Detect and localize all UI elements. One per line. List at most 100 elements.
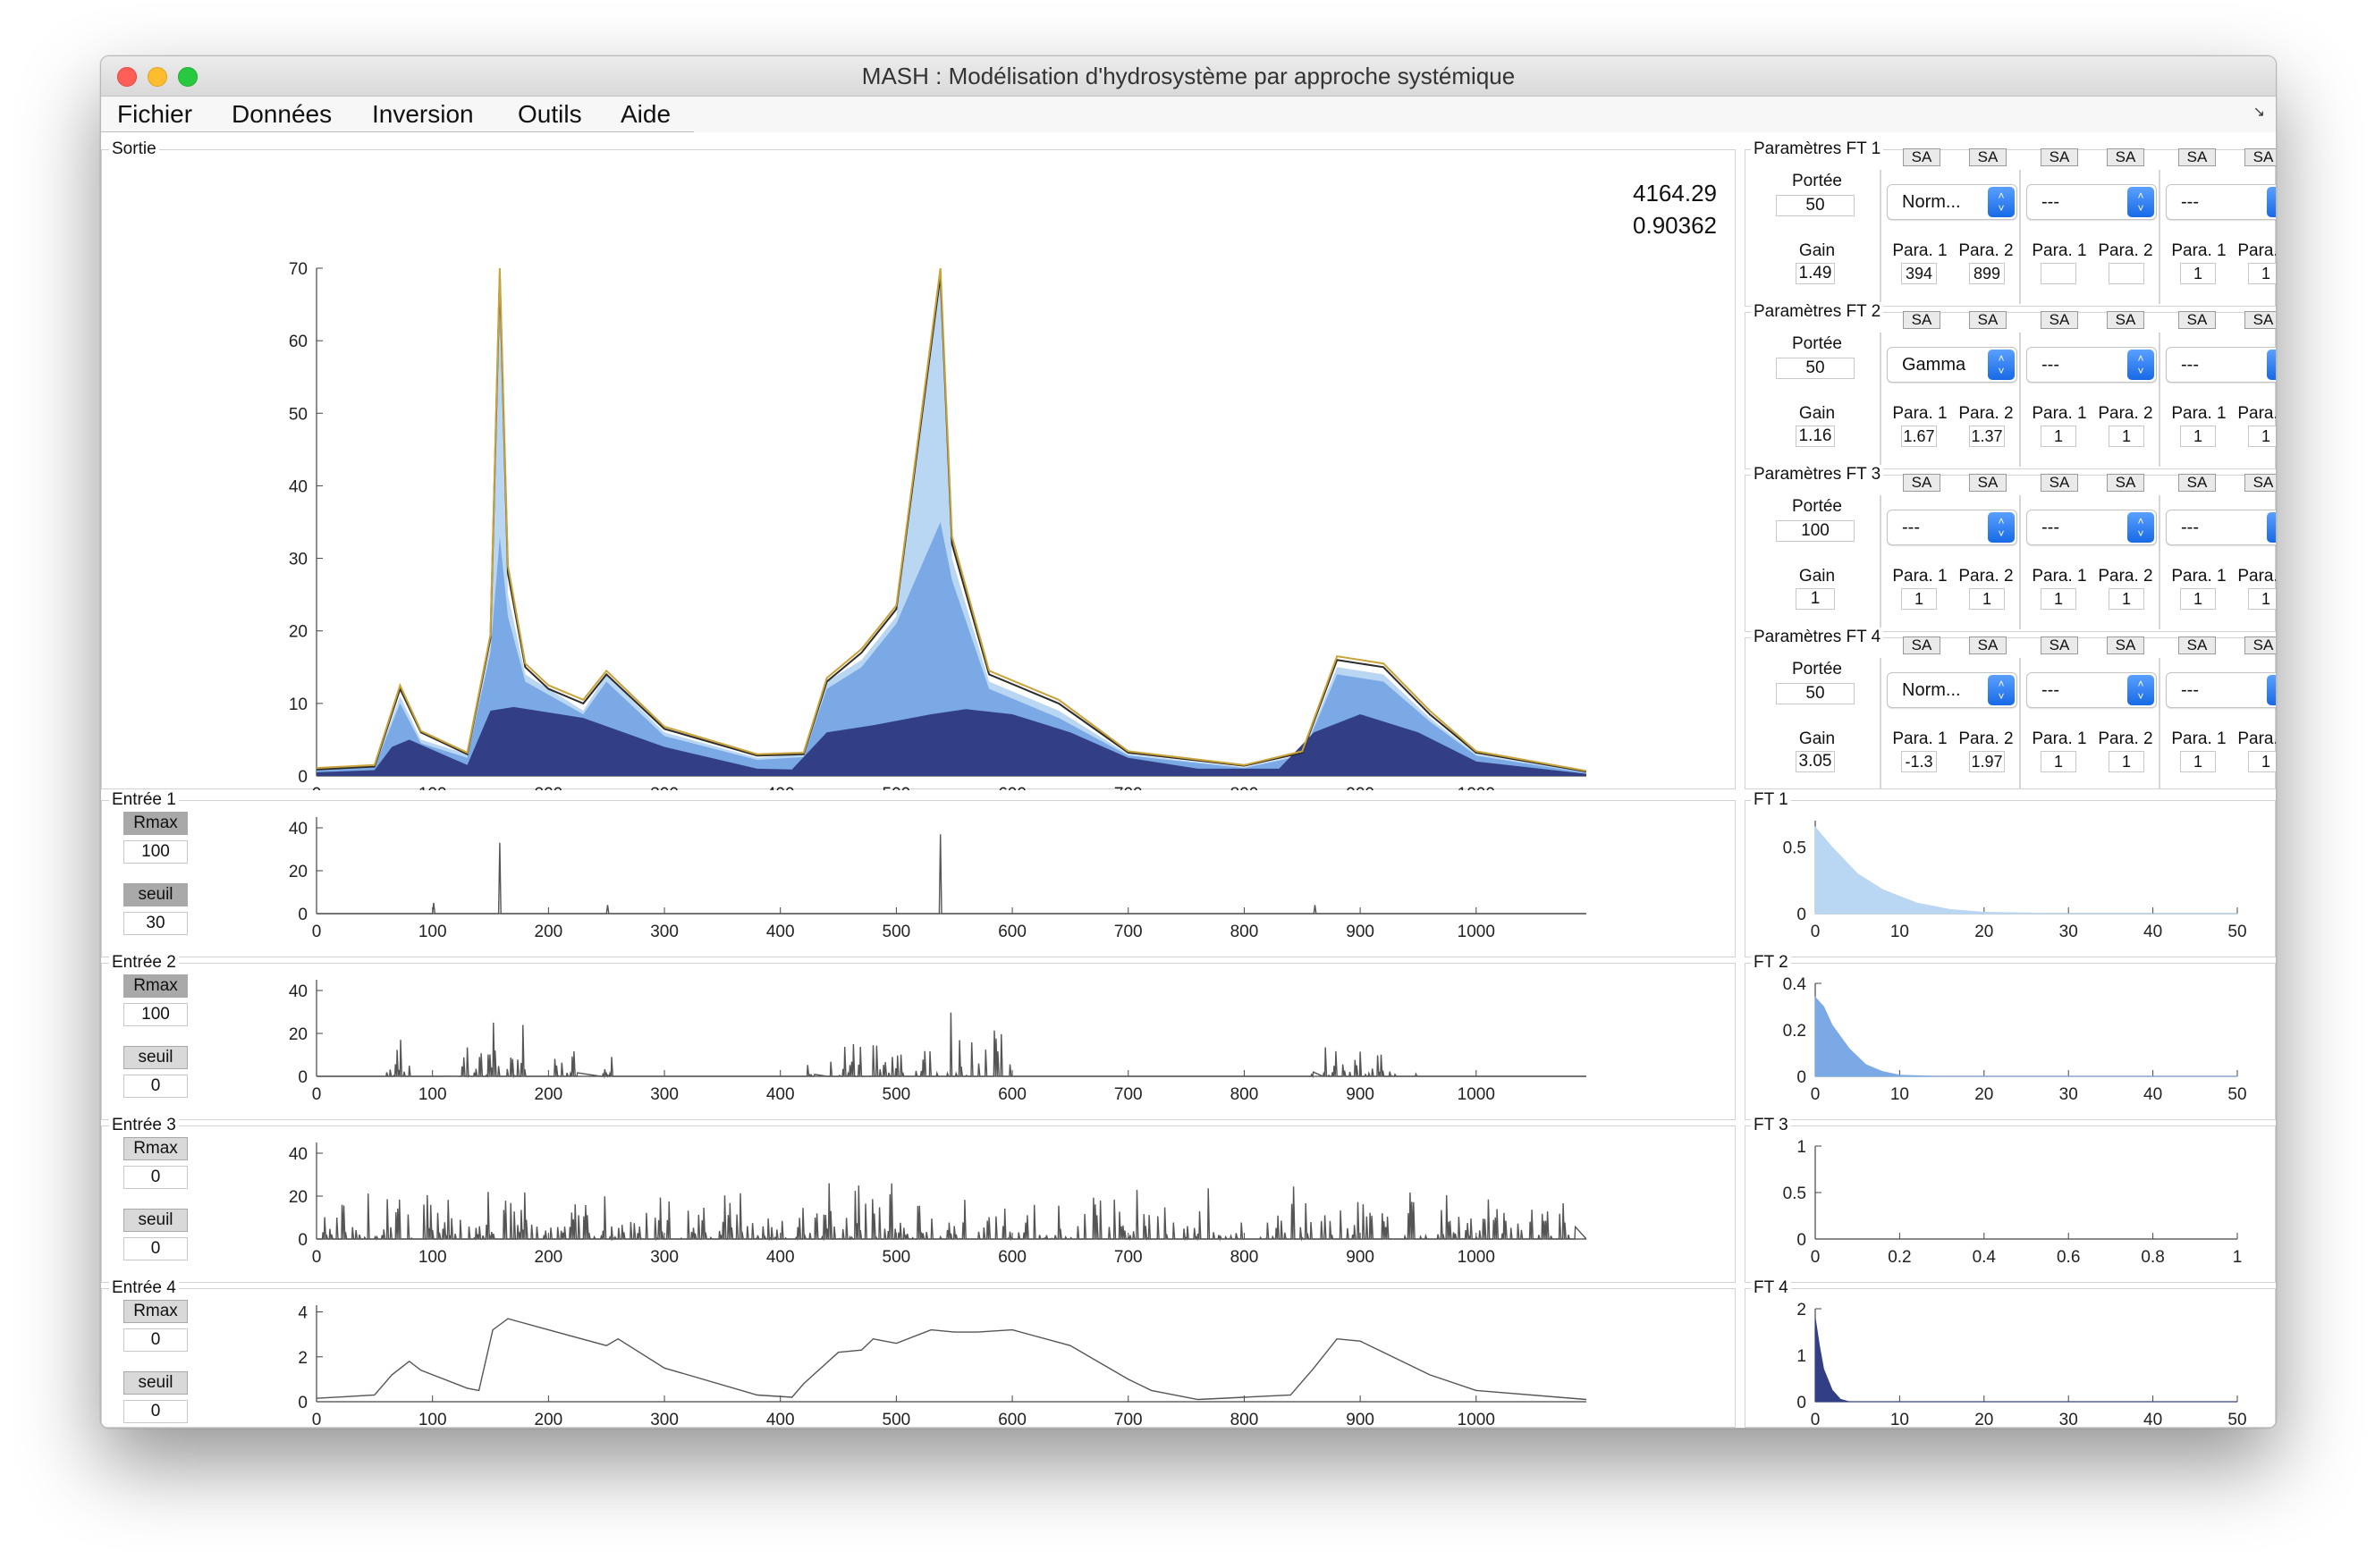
sa-button[interactable]: SA <box>2041 148 2078 166</box>
distribution-select[interactable]: --- ˄˅ <box>2166 347 2276 383</box>
entree-x-tick-label: 500 <box>883 1248 911 1267</box>
distribution-select[interactable]: --- ˄˅ <box>2026 672 2157 708</box>
seuil-button[interactable]: seuil <box>123 1209 188 1232</box>
distribution-select[interactable]: Gamma ˄ ˅ <box>1887 347 2017 383</box>
rmax-button[interactable]: Rmax <box>123 812 188 835</box>
para1-field[interactable]: 394 <box>1901 263 1937 284</box>
para1-field[interactable] <box>2041 263 2076 284</box>
para1-field[interactable]: 1 <box>2041 426 2076 447</box>
sa-button[interactable]: SA <box>2107 311 2144 329</box>
para2-field[interactable]: 899 <box>1969 263 2005 284</box>
sa-button[interactable]: SA <box>2178 311 2216 329</box>
distribution-select[interactable]: --- ˄˅ <box>2026 510 2157 545</box>
para2-field[interactable]: 1 <box>1969 588 2005 610</box>
portee-field[interactable]: 50 <box>1776 195 1855 216</box>
seuil-button[interactable]: seuil <box>123 1371 188 1395</box>
seuil-field[interactable]: 0 <box>123 1400 188 1423</box>
rmax-button[interactable]: Rmax <box>123 1137 188 1160</box>
seuil-button[interactable]: seuil <box>123 883 188 906</box>
para2-field[interactable]: 1 <box>2109 588 2144 610</box>
portee-field[interactable]: 100 <box>1776 520 1855 542</box>
para2-field[interactable]: 1 <box>2248 751 2276 772</box>
para1-field[interactable]: 1 <box>2180 751 2216 772</box>
rmax-field[interactable]: 0 <box>123 1166 188 1189</box>
gain-field[interactable]: 3.05 <box>1796 751 1835 772</box>
para2-field[interactable] <box>2109 263 2144 284</box>
sa-button[interactable]: SA <box>2107 474 2144 492</box>
rmax-button[interactable]: Rmax <box>123 1300 188 1323</box>
para2-label: Para. 2 <box>1958 729 2014 748</box>
para2-field[interactable]: 1.97 <box>1969 751 2005 772</box>
sa-button[interactable]: SA <box>1969 311 2007 329</box>
seuil-button[interactable]: seuil <box>123 1046 188 1069</box>
sa-button[interactable]: SA <box>2107 636 2144 654</box>
distribution-select[interactable]: Norm... ˄ ˅ <box>1887 672 2017 708</box>
distribution-select[interactable]: Norm... ˄ ˅ <box>1887 184 2017 220</box>
sa-button[interactable]: SA <box>2244 148 2276 166</box>
sa-button[interactable]: SA <box>1903 474 1940 492</box>
rmax-field[interactable]: 100 <box>123 1003 188 1026</box>
sa-button[interactable]: SA <box>2041 311 2078 329</box>
rmax-field[interactable]: 0 <box>123 1328 188 1352</box>
seuil-field[interactable]: 30 <box>123 912 188 935</box>
para2-field[interactable]: 1 <box>2248 588 2276 610</box>
sa-button[interactable]: SA <box>1903 311 1940 329</box>
sa-button[interactable]: SA <box>2244 311 2276 329</box>
portee-field[interactable]: 50 <box>1776 358 1855 379</box>
close-button[interactable] <box>117 67 137 87</box>
para1-field[interactable]: -1.3 <box>1901 751 1937 772</box>
para1-field[interactable]: 1 <box>2041 751 2076 772</box>
resize-icon[interactable]: ↘ <box>2252 105 2265 120</box>
distribution-select[interactable]: --- ˄˅ <box>2026 184 2157 220</box>
menu-fichier[interactable]: Fichier <box>117 100 193 128</box>
sortie-x-tick-label: 400 <box>766 785 795 790</box>
minimize-button[interactable] <box>148 67 167 87</box>
para1-field[interactable]: 1 <box>2041 588 2076 610</box>
para1-field[interactable]: 1 <box>2180 426 2216 447</box>
sa-button[interactable]: SA <box>2244 636 2276 654</box>
para1-field[interactable]: 1 <box>2180 263 2216 284</box>
zoom-button[interactable] <box>178 67 198 87</box>
para2-field[interactable]: 1 <box>2109 426 2144 447</box>
sa-button[interactable]: SA <box>2041 636 2078 654</box>
sa-button[interactable]: SA <box>2107 148 2144 166</box>
sa-button[interactable]: SA <box>2178 636 2216 654</box>
distribution-select[interactable]: --- ˄˅ <box>1887 510 2017 545</box>
para2-field[interactable]: 1.37 <box>1969 426 2005 447</box>
para2-field[interactable]: 1 <box>2109 751 2144 772</box>
para1-field[interactable]: 1.67 <box>1901 426 1937 447</box>
para2-field[interactable]: 1 <box>2248 263 2276 284</box>
menu-aide[interactable]: Aide <box>621 100 672 128</box>
gain-field[interactable]: 1.16 <box>1796 426 1835 447</box>
distribution-select-value: --- <box>2181 518 2199 537</box>
sa-button[interactable]: SA <box>2178 474 2216 492</box>
para2-field[interactable]: 1 <box>2248 426 2276 447</box>
distribution-select[interactable]: --- ˄˅ <box>2166 672 2276 708</box>
para1-field[interactable]: 1 <box>1901 588 1937 610</box>
para1-field[interactable]: 1 <box>2180 588 2216 610</box>
rmax-field[interactable]: 100 <box>123 840 188 864</box>
portee-field[interactable]: 50 <box>1776 683 1855 704</box>
sa-button[interactable]: SA <box>2244 474 2276 492</box>
sa-button[interactable]: SA <box>1903 636 1940 654</box>
select-chevron-icon: ˄˅ <box>1988 675 2015 705</box>
seuil-field[interactable]: 0 <box>123 1237 188 1260</box>
rmax-button[interactable]: Rmax <box>123 974 188 998</box>
sa-button[interactable]: SA <box>1903 148 1940 166</box>
sa-button[interactable]: SA <box>2041 474 2078 492</box>
menu-inversion[interactable]: Inversion <box>372 100 474 128</box>
seuil-field[interactable]: 0 <box>123 1075 188 1098</box>
sortie-x-tick-label: 100 <box>418 785 447 790</box>
menu-outils[interactable]: Outils <box>518 100 582 128</box>
distribution-select[interactable]: --- ˄˅ <box>2166 184 2276 220</box>
distribution-select[interactable]: --- ˄˅ <box>2026 347 2157 383</box>
title-bar: MASH : Modélisation d'hydrosystème par a… <box>101 56 2276 97</box>
distribution-select[interactable]: --- ˄˅ <box>2166 510 2276 545</box>
gain-field[interactable]: 1.49 <box>1796 263 1835 284</box>
sa-button[interactable]: SA <box>1969 636 2007 654</box>
sa-button[interactable]: SA <box>2178 148 2216 166</box>
sa-button[interactable]: SA <box>1969 148 2007 166</box>
sa-button[interactable]: SA <box>1969 474 2007 492</box>
gain-field[interactable]: 1 <box>1796 588 1835 610</box>
menu-donnees[interactable]: Données <box>232 100 333 128</box>
